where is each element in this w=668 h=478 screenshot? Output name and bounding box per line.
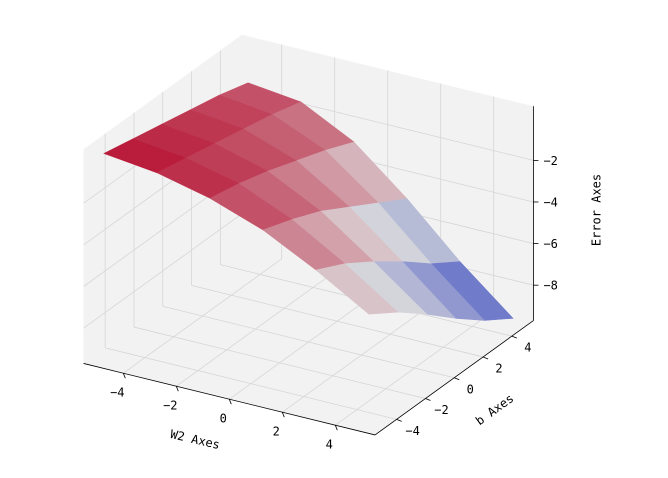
z-axis-label: Error Axes bbox=[590, 174, 604, 246]
y-tick bbox=[425, 398, 431, 401]
x-tick bbox=[175, 386, 179, 392]
x-tick bbox=[228, 399, 232, 405]
grid-line bbox=[105, 347, 397, 420]
y-axis-label: b Axes bbox=[473, 391, 516, 428]
y-tick-label: −2 bbox=[434, 403, 448, 417]
y-tick-label: 4 bbox=[524, 341, 531, 355]
y-tick-label: −4 bbox=[405, 424, 419, 438]
y-axis-line bbox=[374, 320, 534, 436]
y-tick bbox=[511, 335, 517, 339]
grid-line bbox=[162, 305, 455, 379]
x-axis-label: W2 Axes bbox=[169, 427, 221, 452]
z-tick-label: −4 bbox=[543, 195, 557, 209]
z-tick-label: −8 bbox=[543, 279, 557, 293]
x-tick bbox=[281, 412, 285, 418]
y-tick-label: 2 bbox=[495, 361, 502, 375]
surface bbox=[103, 82, 514, 321]
x-tick-label: −4 bbox=[110, 386, 124, 400]
grid-line bbox=[133, 326, 426, 399]
axes: −4 −2 0 2 4 −4 −2 0 2 4 −2 −4 −6 −8 bbox=[83, 106, 558, 452]
x-tick-label: 4 bbox=[326, 438, 333, 452]
x-axis-line bbox=[83, 363, 376, 436]
x-tick-label: 0 bbox=[220, 412, 227, 426]
x-tick bbox=[122, 373, 126, 379]
grid-line bbox=[191, 285, 484, 358]
y-tick bbox=[396, 418, 402, 422]
y-tick bbox=[454, 377, 460, 381]
x-tick-label: 2 bbox=[273, 425, 280, 439]
x-tick-label: −2 bbox=[163, 399, 177, 413]
x-tick bbox=[334, 425, 338, 431]
grid-line bbox=[83, 213, 243, 329]
y-tick bbox=[482, 356, 489, 360]
z-tick-label: −6 bbox=[543, 237, 557, 251]
y-tick-label: 0 bbox=[467, 382, 474, 396]
surface-patch bbox=[315, 263, 399, 315]
z-tick-label: −2 bbox=[543, 154, 557, 168]
